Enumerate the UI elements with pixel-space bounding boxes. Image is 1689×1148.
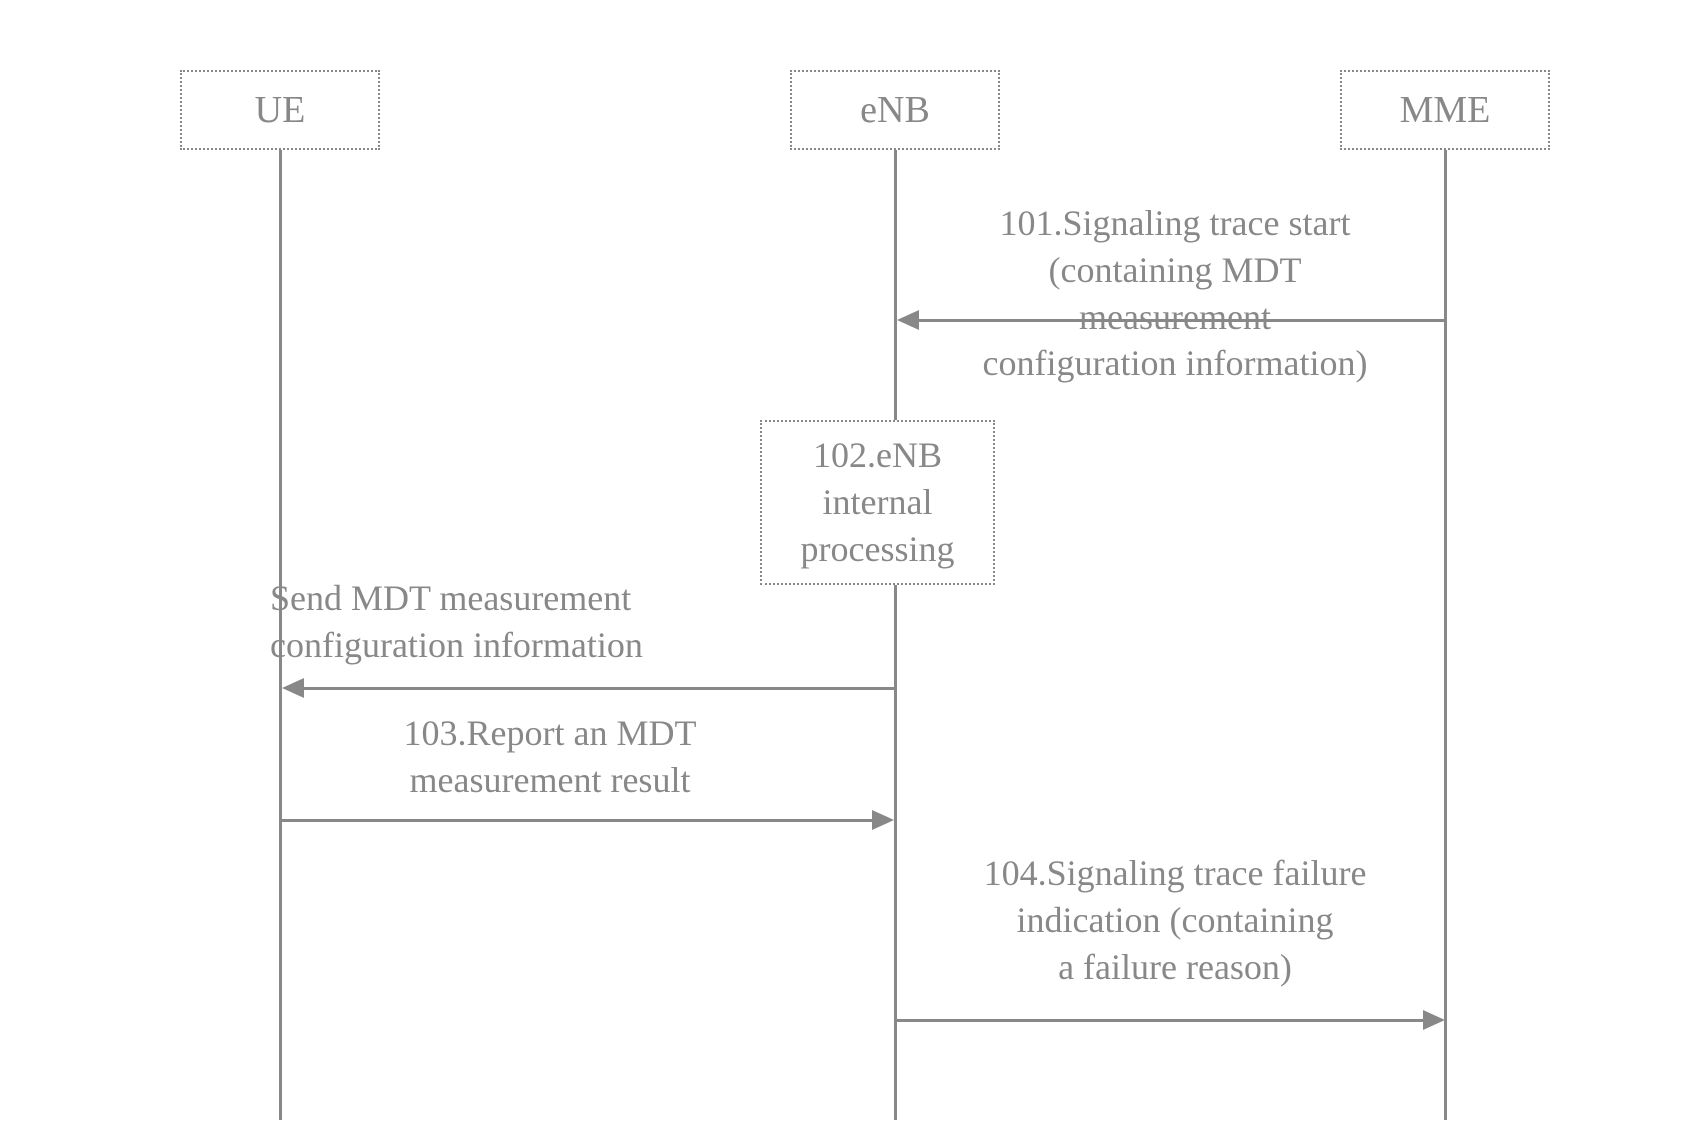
process-box-102: 102.eNB internal processing — [760, 420, 995, 585]
message-arrow-send-mdt — [282, 678, 304, 698]
actor-box-ue: UE — [180, 70, 380, 150]
message-label-104: 104.Signaling trace failure indication (… — [905, 850, 1445, 990]
message-line-103 — [282, 819, 874, 822]
message-arrow-104 — [1423, 1010, 1445, 1030]
actor-box-mme: MME — [1340, 70, 1550, 150]
message-label-101: 101.Signaling trace start (containing MD… — [905, 200, 1445, 387]
actor-label-enb: eNB — [860, 88, 930, 132]
message-line-104 — [897, 1019, 1425, 1022]
sequence-diagram: UE eNB MME 101.Signaling trace start (co… — [0, 0, 1689, 1148]
actor-label-ue: UE — [255, 88, 306, 132]
message-label-103: 103.Report an MDT measurement result — [340, 710, 760, 804]
message-line-send-mdt — [300, 687, 895, 690]
actor-box-enb: eNB — [790, 70, 1000, 150]
message-arrow-101 — [897, 310, 919, 330]
lifeline-enb-lower — [894, 585, 897, 1120]
message-arrow-103 — [872, 810, 894, 830]
message-label-send-mdt: Send MDT measurement configuration infor… — [270, 575, 790, 669]
message-line-101 — [915, 319, 1445, 322]
lifeline-enb-upper — [894, 150, 897, 420]
actor-label-mme: MME — [1400, 88, 1491, 132]
